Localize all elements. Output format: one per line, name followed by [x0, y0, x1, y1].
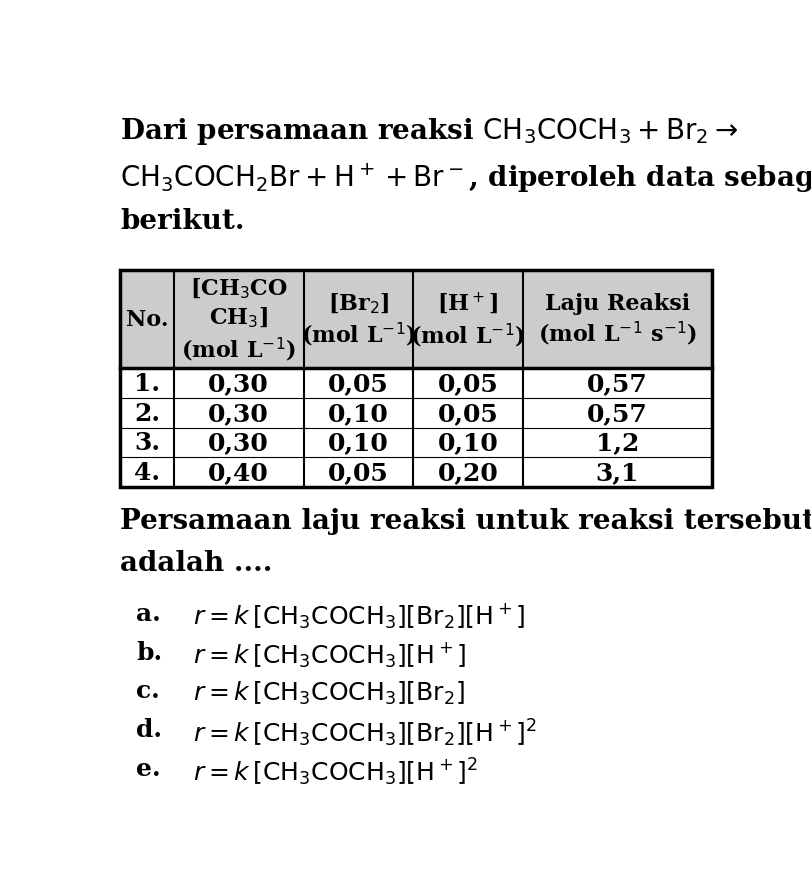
Text: 2.: 2. [134, 401, 160, 425]
Text: 3,1: 3,1 [594, 461, 638, 485]
Text: 4.: 4. [134, 461, 160, 485]
Text: d.: d. [136, 717, 162, 741]
Text: a.: a. [136, 601, 161, 625]
Text: $r = k\,[\mathrm{CH_3COCH_3}][\mathrm{H^+}]$: $r = k\,[\mathrm{CH_3COCH_3}][\mathrm{H^… [192, 640, 466, 669]
Text: 0,05: 0,05 [328, 371, 388, 396]
Text: $r = k\,[\mathrm{CH_3COCH_3}][\mathrm{Br_2}][\mathrm{H^+}]^2$: $r = k\,[\mathrm{CH_3COCH_3}][\mathrm{Br… [192, 717, 536, 749]
Text: [CH$_3$CO
CH$_3$]
(mol L$^{-1}$): [CH$_3$CO CH$_3$] (mol L$^{-1}$) [181, 277, 296, 363]
Bar [120, 271, 711, 487]
Text: 0,05: 0,05 [328, 461, 388, 485]
Text: 0,10: 0,10 [328, 431, 388, 455]
Text: 0,57: 0,57 [586, 371, 647, 396]
Text: 0,30: 0,30 [208, 431, 268, 455]
Text: 0,05: 0,05 [437, 401, 498, 425]
Bar [120, 271, 711, 487]
Text: $r = k\,[\mathrm{CH_3COCH_3}][\mathrm{Br_2}][\mathrm{H^+}]$: $r = k\,[\mathrm{CH_3COCH_3}][\mathrm{Br… [192, 601, 525, 630]
Text: $r = k\,[\mathrm{CH_3COCH_3}][\mathrm{Br_2}]$: $r = k\,[\mathrm{CH_3COCH_3}][\mathrm{Br… [192, 679, 464, 706]
Text: c.: c. [136, 679, 160, 702]
Text: 0,05: 0,05 [437, 371, 498, 396]
Text: [H$^+$]
(mol L$^{-1}$): [H$^+$] (mol L$^{-1}$) [410, 291, 525, 349]
Text: 3.: 3. [134, 431, 160, 455]
Text: 0,30: 0,30 [208, 371, 268, 396]
Text: Laju Reaksi
(mol L$^{-1}$ s$^{-1}$): Laju Reaksi (mol L$^{-1}$ s$^{-1}$) [537, 292, 696, 348]
Text: berikut.: berikut. [120, 207, 245, 234]
Text: 0,57: 0,57 [586, 401, 647, 425]
Text: 0,20: 0,20 [437, 461, 498, 485]
Text: No.: No. [126, 309, 168, 331]
Bar [120, 271, 711, 369]
Text: 1,2: 1,2 [594, 431, 638, 455]
Text: 0,10: 0,10 [437, 431, 498, 455]
Text: b.: b. [136, 640, 162, 664]
Text: 0,30: 0,30 [208, 401, 268, 425]
Text: Dari persamaan reaksi $\mathrm{CH_3COCH_3 + Br_2 \rightarrow}$: Dari persamaan reaksi $\mathrm{CH_3COCH_… [120, 116, 738, 147]
Text: $r = k\,[\mathrm{CH_3COCH_3}][\mathrm{H^+}]^2$: $r = k\,[\mathrm{CH_3COCH_3}][\mathrm{H^… [192, 756, 478, 787]
Text: adalah ....: adalah .... [120, 550, 272, 577]
Text: 1.: 1. [134, 371, 160, 396]
Text: Persamaan laju reaksi untuk reaksi tersebut: Persamaan laju reaksi untuk reaksi terse… [120, 507, 811, 535]
Text: e.: e. [136, 756, 161, 780]
Text: 0,10: 0,10 [328, 401, 388, 425]
Text: [Br$_2$]
(mol L$^{-1}$): [Br$_2$] (mol L$^{-1}$) [301, 291, 415, 349]
Text: 0,40: 0,40 [208, 461, 268, 485]
Text: $\mathrm{CH_3COCH_2Br + H^+ + Br^-}$, diperoleh data sebagai: $\mathrm{CH_3COCH_2Br + H^+ + Br^-}$, di… [120, 162, 811, 195]
